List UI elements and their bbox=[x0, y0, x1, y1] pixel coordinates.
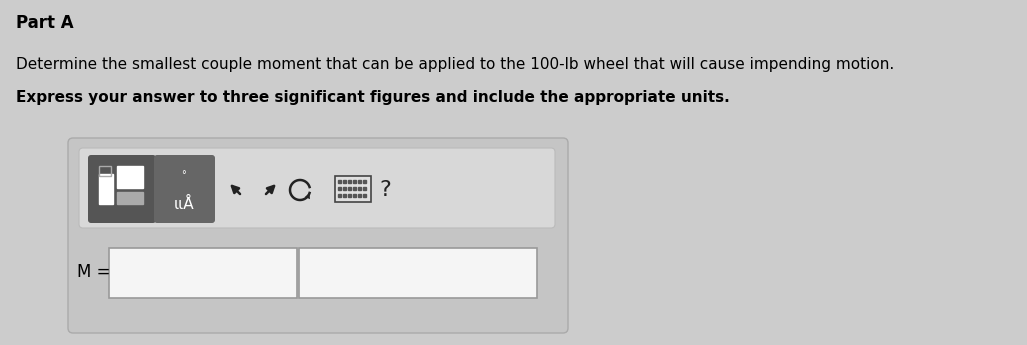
Bar bbox=[348, 180, 351, 183]
Text: Express your answer to three significant figures and include the appropriate uni: Express your answer to three significant… bbox=[16, 90, 730, 105]
Bar bbox=[358, 187, 362, 190]
Bar bbox=[335, 176, 371, 202]
Bar bbox=[343, 187, 346, 190]
Bar bbox=[338, 194, 341, 197]
Bar bbox=[348, 194, 351, 197]
Bar bbox=[99, 166, 111, 176]
Bar bbox=[348, 187, 351, 190]
Bar bbox=[363, 194, 366, 197]
Text: M =: M = bbox=[77, 263, 111, 281]
FancyBboxPatch shape bbox=[68, 138, 568, 333]
Bar bbox=[117, 166, 143, 188]
Bar bbox=[343, 194, 346, 197]
FancyBboxPatch shape bbox=[154, 155, 215, 223]
Bar bbox=[358, 180, 362, 183]
FancyBboxPatch shape bbox=[79, 148, 555, 228]
Bar bbox=[353, 187, 356, 190]
Bar bbox=[117, 192, 143, 204]
Bar bbox=[353, 194, 356, 197]
Bar bbox=[299, 248, 537, 298]
Bar bbox=[338, 180, 341, 183]
Bar bbox=[358, 194, 362, 197]
Bar bbox=[99, 174, 113, 204]
Bar bbox=[343, 180, 346, 183]
Text: Part A: Part A bbox=[16, 14, 74, 32]
Text: Determine the smallest couple moment that can be applied to the 100-lb wheel tha: Determine the smallest couple moment tha… bbox=[16, 57, 895, 72]
Bar bbox=[353, 180, 356, 183]
Text: °: ° bbox=[182, 170, 186, 180]
FancyBboxPatch shape bbox=[88, 155, 156, 223]
Bar bbox=[363, 187, 366, 190]
Text: ?: ? bbox=[379, 180, 391, 200]
Bar bbox=[109, 248, 297, 298]
Bar bbox=[363, 180, 366, 183]
Bar bbox=[338, 187, 341, 190]
Text: ιιÅ: ιιÅ bbox=[174, 197, 194, 212]
